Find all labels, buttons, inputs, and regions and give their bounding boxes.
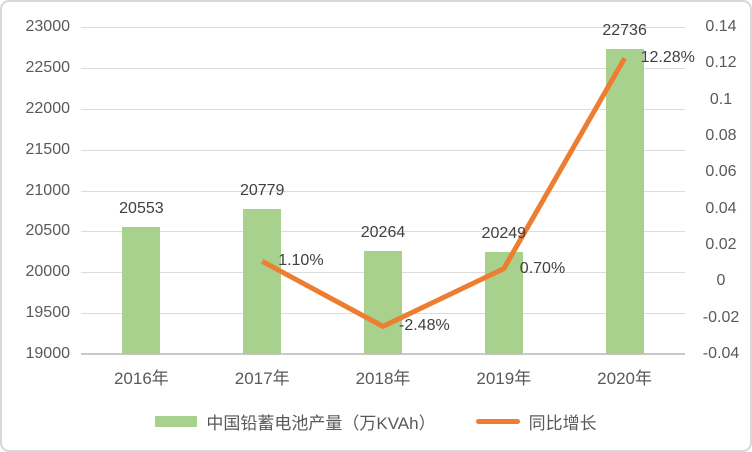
bar-value-label: 20249 [481,224,527,242]
y-right-tick-label: -0.02 [702,308,740,326]
bar-2020年 [605,48,644,354]
bar-2017年 [243,208,282,354]
y-right-tick-label: 0.08 [705,127,737,144]
y-right-tick-label: 0.04 [705,199,737,217]
x-axis-label: 2016年 [113,369,169,388]
y-left-tick-label: 21500 [25,140,71,158]
line-swatch-icon [475,418,520,424]
line-value-label: 1.10% [278,252,324,270]
legend-item: 中国铅蓄电池产量（万KVAh） [155,409,436,434]
y-right-tick-label: -0.04 [702,345,740,362]
bar-value-label: 20264 [360,223,406,241]
gridline [81,67,685,69]
y-left-tick-label: 20500 [25,222,71,240]
y-left-tick-label: 23000 [25,18,71,35]
gridline [81,353,685,355]
y-left-tick-label: 20000 [25,263,71,281]
bar-2016年 [122,227,161,354]
line-value-label: 12.28% [640,49,695,67]
line-value-label: -2.48% [399,317,450,335]
bar-value-label: 20553 [119,200,164,218]
bar-value-label: 20779 [239,181,285,199]
y-right-tick-label: 0 [716,272,726,290]
x-axis-label: 2020年 [597,369,652,388]
y-left-tick-label: 21000 [25,181,71,199]
y-right-tick-label: 0.12 [705,54,737,72]
y-left-tick-label: 22000 [25,99,71,117]
legend-label: 中国铅蓄电池产量（万KVAh） [206,413,436,433]
y-right-tick-label: 0.14 [705,18,737,35]
line-value-label: 0.70% [519,259,566,277]
x-axis-label: 2017年 [234,369,290,388]
legend-label: 同比增长 [528,413,597,433]
bar-2019年 [484,251,523,354]
x-axis-label: 2019年 [476,369,532,388]
bar-value-label: 22736 [602,21,647,39]
legend-item: 同比增长 [475,409,597,434]
bar-2018年 [364,250,402,354]
gridline [81,190,685,192]
y-left-tick-label: 19000 [25,345,71,362]
gridline [81,149,685,151]
legend: 中国铅蓄电池产量（万KVAh） 同比增长 [2,407,750,435]
y-left-tick-label: 22500 [25,58,71,76]
gridline [81,108,685,110]
growth-line [261,57,627,329]
x-axis-label: 2018年 [355,369,411,388]
y-right-tick-label: 0.1 [709,90,733,108]
y-right-tick-label: 0.06 [705,163,737,181]
bar-swatch-icon [155,415,198,427]
gridline [81,27,685,28]
y-right-tick-label: 0.02 [705,236,737,253]
y-left-tick-label: 19500 [25,304,71,322]
